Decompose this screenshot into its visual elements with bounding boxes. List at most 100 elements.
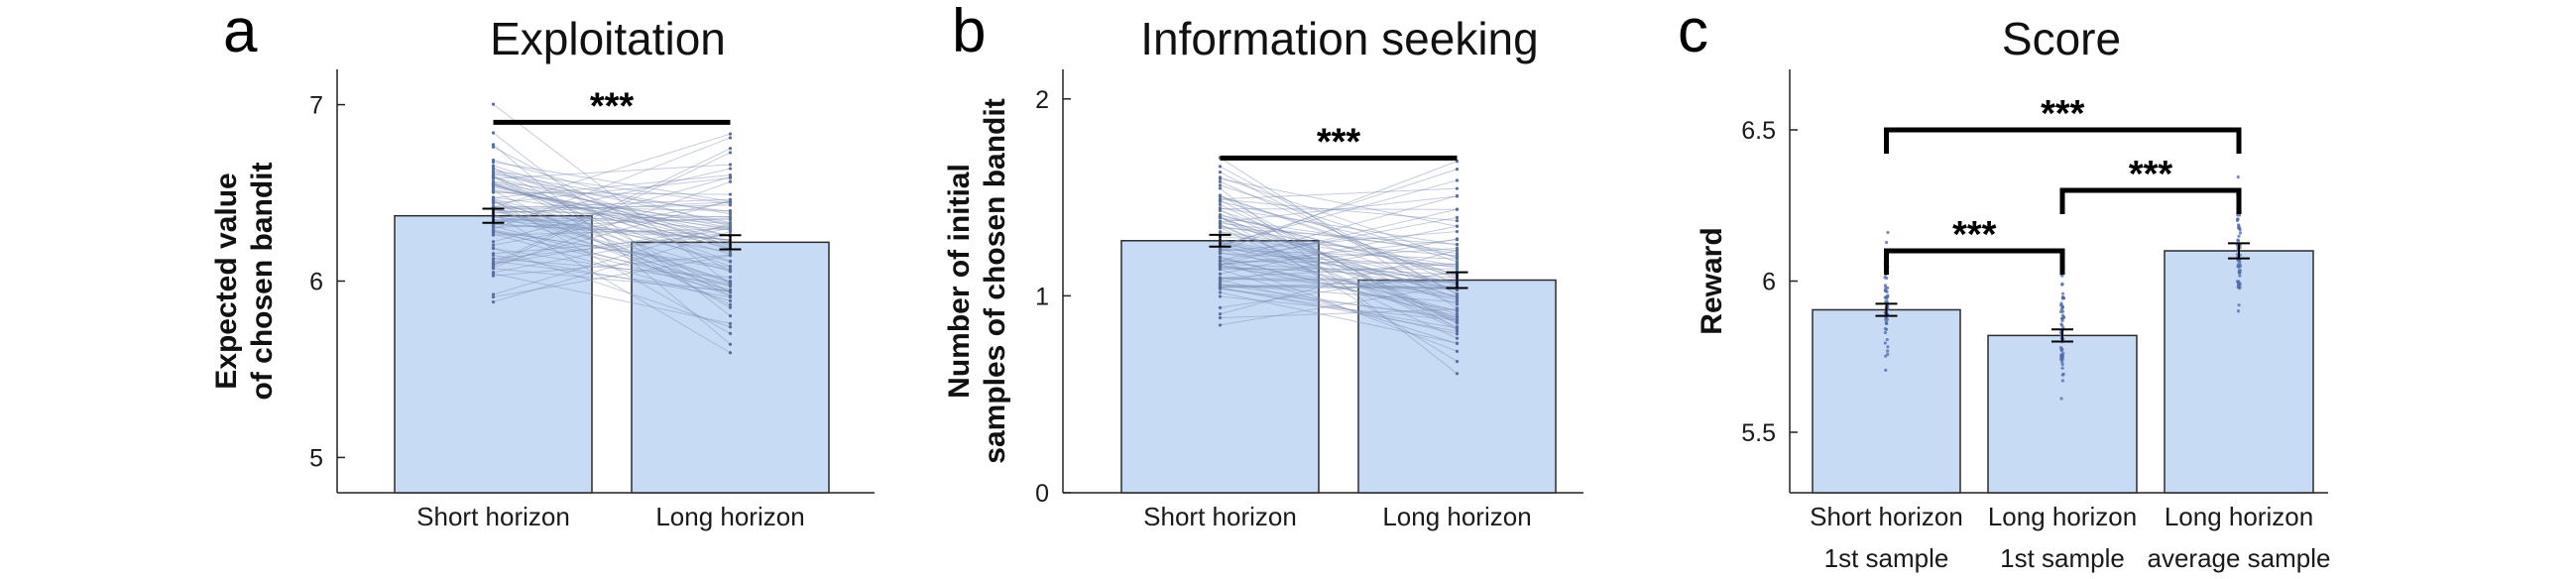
subject-line (493, 183, 731, 251)
subject-dot (1455, 315, 1460, 319)
subject-dot (1884, 327, 1889, 331)
subject-line (1220, 214, 1458, 278)
subject-dot (491, 228, 496, 232)
subject-line (493, 146, 731, 272)
subject-line (1220, 222, 1458, 252)
subject-line (493, 201, 731, 292)
subject-dot (491, 200, 496, 204)
subject-line (1220, 287, 1458, 290)
subject-dot (1455, 246, 1460, 251)
subject-line (1220, 247, 1458, 265)
category-label: 1st sample (2000, 543, 2125, 573)
subject-dot (1218, 312, 1223, 316)
subject-dot (728, 212, 733, 216)
subject-line (493, 198, 731, 283)
subject-line (1220, 177, 1458, 227)
subject-line (493, 174, 731, 198)
subject-dot (2060, 366, 2064, 370)
subject-dot (2060, 379, 2064, 383)
subject-line (1220, 295, 1458, 321)
subject-line (493, 233, 731, 255)
subject-line (1220, 214, 1458, 276)
subject-dot (1455, 332, 1460, 336)
subject-dot (1455, 292, 1460, 296)
subject-line (493, 209, 731, 231)
subject-line (1220, 269, 1458, 345)
subject-line (1220, 231, 1458, 285)
subject-dot (491, 102, 496, 106)
subject-dot (2060, 363, 2064, 367)
subject-dot (491, 179, 496, 183)
subject-line (1220, 238, 1458, 284)
subject-line (493, 176, 731, 262)
subject-dot (1455, 178, 1460, 182)
subject-dot (1885, 349, 1890, 353)
subject-dot (491, 190, 496, 194)
subject-line (1220, 231, 1458, 269)
subject-line (493, 248, 731, 287)
subject-dot (1886, 230, 1890, 235)
subject-line (1220, 180, 1458, 286)
subject-dot (728, 283, 733, 287)
subject-line (1220, 284, 1458, 290)
subject-line (493, 161, 731, 202)
subject-line (493, 170, 731, 247)
subject-line (1220, 236, 1458, 257)
subject-dot (1884, 289, 1888, 292)
subject-line (493, 174, 731, 296)
subject-line (493, 190, 731, 224)
subject-dot (1455, 302, 1460, 306)
subject-dot (491, 299, 496, 304)
category-label: Long horizon (655, 502, 804, 531)
subject-dot (728, 325, 733, 329)
subject-line (493, 168, 731, 224)
subject-dot (1218, 197, 1223, 201)
panel-letter: a (223, 0, 258, 65)
subject-dot (728, 136, 733, 140)
subject-line (1220, 207, 1458, 246)
subject-line (1220, 216, 1458, 263)
subject-line (1220, 284, 1458, 320)
chart-title: Information seeking (1140, 13, 1538, 64)
subject-line (1220, 252, 1458, 291)
subject-dot (1218, 290, 1223, 294)
subject-dot (728, 151, 733, 155)
subject-line (493, 197, 731, 263)
subject-line (1220, 271, 1458, 308)
subject-line (1220, 263, 1458, 279)
subject-dot (1218, 286, 1223, 290)
subject-line (493, 184, 731, 250)
subject-line (493, 223, 731, 236)
subject-dot (728, 224, 733, 228)
bar (1812, 308, 1961, 494)
subject-dot (1455, 300, 1460, 304)
y-axis-label-line: Reward (1696, 227, 1728, 334)
panel-b: b Information seeking Number of initial sam… (943, 0, 1583, 531)
subject-line (1220, 287, 1458, 329)
subject-dot (728, 276, 733, 280)
subject-line (493, 216, 731, 241)
subject-dot (728, 226, 733, 230)
subject-dot (491, 131, 496, 135)
subject-line (1220, 208, 1458, 266)
subject-dot (2237, 223, 2241, 227)
subject-dot (1218, 179, 1223, 183)
subject-dot (491, 195, 496, 199)
subject-line (493, 229, 731, 271)
subject-dot (1218, 165, 1223, 169)
subject-line (1220, 200, 1458, 258)
subject-line (493, 206, 731, 225)
y-tick-label: 6.5 (1741, 117, 1776, 145)
subject-dot (1455, 243, 1460, 247)
subject-dot (1218, 305, 1223, 309)
subject-line (493, 180, 731, 213)
subject-line (493, 231, 731, 285)
subject-line (1220, 172, 1458, 295)
subject-line (1220, 216, 1458, 324)
subject-line (493, 225, 731, 290)
subject-line (1220, 208, 1458, 210)
subject-line (493, 219, 731, 241)
subject-dot (1218, 263, 1223, 267)
subject-line (493, 175, 731, 308)
subject-line (1220, 277, 1458, 282)
